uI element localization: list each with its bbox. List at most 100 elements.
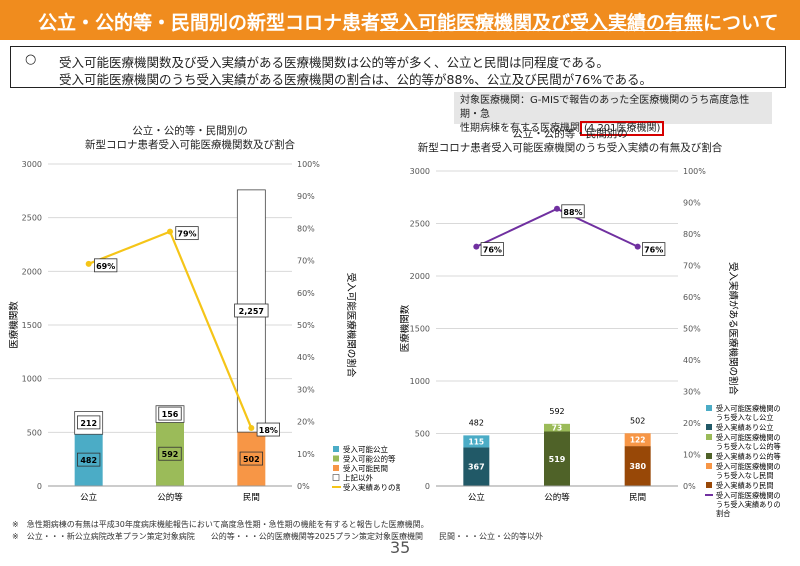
y2-tick-label: 100% <box>683 167 706 176</box>
y2-tick-label: 90% <box>683 199 701 208</box>
y-tick-label: 2500 <box>22 214 42 223</box>
legend-swatch <box>333 455 339 462</box>
right-chart-title: 公立・公的等・民間別の 新型コロナ患者受入可能医療機関のうち受入実績の有無及び割… <box>400 127 740 155</box>
left-chart-title-line: 公立・公的等・民間別の <box>132 125 248 137</box>
line-point-label: 18% <box>259 426 278 435</box>
y2-tick-label: 70% <box>297 257 315 266</box>
y2-tick-label: 70% <box>683 262 701 271</box>
y2-tick-label: 30% <box>683 388 701 397</box>
line-point-label: 69% <box>96 262 115 271</box>
footnote-1: ※ 急性期病棟の有無は平成30年度病床機能報告において高度急性期・急性期の機能を… <box>12 520 429 529</box>
y2-tick-label: 80% <box>683 230 701 239</box>
bar-label-accepted: 519 <box>549 455 566 464</box>
y2-tick-label: 40% <box>683 356 701 365</box>
bar-label-other-box <box>77 415 101 430</box>
page-title: 公立・公的等・民間別の新型コロナ患者受入可能医療機関及び受入実績の有無について <box>38 12 779 34</box>
legend-swatch <box>333 446 339 452</box>
bar-label-other: 156 <box>162 410 179 419</box>
legend-swatch <box>706 424 712 430</box>
bar-label-capable: 592 <box>162 450 179 459</box>
header-bar: 公立・公的等・民間別の新型コロナ患者受入可能医療機関及び受入実績の有無について <box>0 0 800 40</box>
legend-swatch <box>706 482 712 488</box>
right-chart-title-line: 新型コロナ患者受入可能医療機関のうち受入実績の有無及び割合 <box>417 142 723 154</box>
legend-swatch <box>333 465 339 471</box>
footnote-2: ※ 公立・・・新公立病院改革プラン策定対象病院 公的等・・・公的医療機関等202… <box>12 532 544 541</box>
line-point-label-box <box>642 242 666 256</box>
target-note-line-2: 性期病棟を有する医療機関 <box>460 123 580 134</box>
y-tick-label: 2000 <box>410 272 430 281</box>
y2-tick-label: 20% <box>297 418 315 427</box>
summary-box: ○ 受入可能医療機関数及び受入実績がある医療機関数は公的等が多く、公立と民間は同… <box>10 46 786 88</box>
y-tick-label: 2000 <box>22 267 42 276</box>
bar-accepted-2 <box>624 446 651 486</box>
summary-bullet: ○ <box>25 52 37 67</box>
y-tick-label: 3000 <box>410 167 430 176</box>
legend-label: うち受入なし民間 <box>716 471 774 480</box>
legend-label: 受入可能公立 <box>343 444 388 454</box>
line-point-label: 88% <box>563 208 582 217</box>
y-tick-label: 2500 <box>410 220 430 229</box>
y2-tick-label: 0% <box>683 482 696 491</box>
legend-label: うち受入実績ありの <box>716 500 781 509</box>
bar-label-other-box <box>234 303 269 318</box>
bar-label-capable: 482 <box>80 456 97 465</box>
line-series <box>475 207 639 248</box>
x-tick-label: 公的等 <box>544 492 570 503</box>
y2-tick-label: 80% <box>297 224 315 233</box>
legend-label: 上記以外 <box>343 473 373 483</box>
line-point-label: 79% <box>177 230 196 239</box>
line-point <box>473 243 480 250</box>
bar-not-accepted-0 <box>463 435 490 448</box>
x-tick-label: 民間 <box>243 493 260 503</box>
y2-tick-label: 20% <box>683 419 701 428</box>
x-tick-label: 公立 <box>468 492 486 503</box>
right-chart-title-line: 公立・公的等・民間別の <box>512 128 628 140</box>
bar-label-not-accepted: 115 <box>469 437 485 446</box>
legend-label: 受入実績あり公的等 <box>716 452 781 461</box>
left-chart: 0 500 1000 1500 2000 2500 3000 0% 10% 20% 30% 40% 50… <box>8 160 400 503</box>
summary-line-2: 受入可能医療機関のうち受入実績がある医療機関の割合は、公的等が88%、公立及び民… <box>59 72 652 87</box>
y-tick-label: 1500 <box>410 325 430 334</box>
legend-label: 受入可能医療機関の <box>716 462 781 471</box>
y-tick-label: 1500 <box>22 321 42 330</box>
y2-tick-label: 100% <box>297 160 320 169</box>
y2-tick-label: 30% <box>297 385 315 394</box>
line-point <box>554 205 560 212</box>
left-chart-title-line: 新型コロナ患者受入可能医療機関数及び割合 <box>85 139 295 151</box>
x-tick-label: 公的等 <box>157 492 183 503</box>
line-point <box>167 228 173 235</box>
bar-total-label: 502 <box>630 416 645 425</box>
y-tick-label: 0 <box>37 482 42 491</box>
y2-tick-label: 0% <box>297 482 310 491</box>
legend-label: 受入可能民間 <box>343 463 388 473</box>
bar-not-accepted-2 <box>624 433 651 447</box>
legend-swatch <box>332 474 340 481</box>
y-tick-label: 3000 <box>22 160 42 169</box>
bar-accepted-0 <box>463 447 490 486</box>
legend-label: うち受入なし公立 <box>716 413 774 422</box>
bar-label-not-accepted: 73 <box>552 424 562 433</box>
summary-line-1: 受入可能医療機関数及び受入実績がある医療機関数は公的等が多く、公立と民間は同程度… <box>59 55 609 70</box>
bar-label-capable: 502 <box>243 455 260 464</box>
left-chart-title: 公立・公的等・民間別の 新型コロナ患者受入可能医療機関数及び割合 <box>40 124 340 152</box>
line-point-label-box <box>94 258 118 273</box>
line-point-label-box <box>561 204 585 219</box>
bar-total-label: 482 <box>469 418 484 427</box>
legend-swatch <box>706 453 712 459</box>
legend-swatch <box>706 463 712 469</box>
page-number: 35 <box>390 538 411 557</box>
legend-label: 受入可能医療機関の <box>716 491 781 500</box>
bar-total-label: 592 <box>549 407 564 416</box>
bar-label-capable-box <box>239 451 263 466</box>
target-note-line-1: 対象医療機関：G-MISで報告のあった全医療機関のうち高度急性期・急 <box>460 95 750 120</box>
y2-axis-label: 受入可能医療機関の割合 <box>345 273 357 378</box>
y-axis-label: 医療機関数 <box>400 304 411 352</box>
y-tick-label: 500 <box>27 428 42 437</box>
y2-tick-label: 10% <box>297 450 315 459</box>
y2-tick-label: 50% <box>683 325 701 334</box>
line-point-label-box <box>175 226 199 241</box>
bar-label-accepted: 380 <box>629 462 646 471</box>
bar-label-not-accepted: 122 <box>630 436 646 445</box>
line-point <box>634 243 641 250</box>
